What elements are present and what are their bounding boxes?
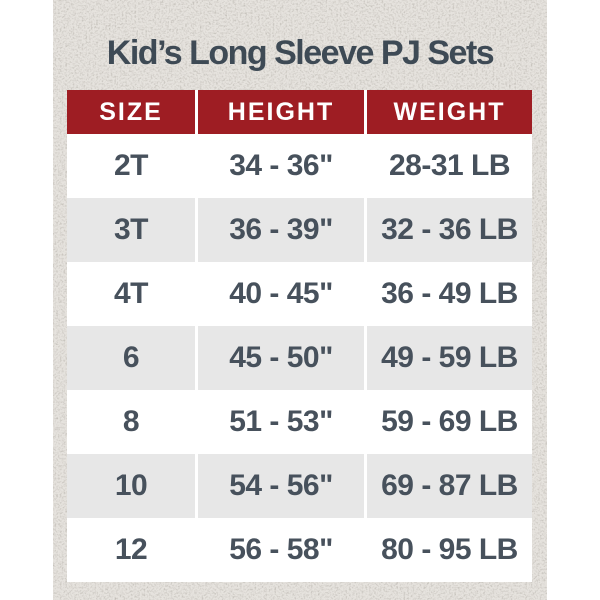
- column-header-size: SIZE: [99, 97, 163, 126]
- table-row-4t: 4T 40 - 45" 36 - 49 LB: [67, 262, 532, 326]
- paper-background: Kid’s Long Sleeve PJ Sets SIZE HEIGHT WE…: [53, 0, 547, 600]
- cell-height: 54 - 56": [195, 454, 364, 518]
- cell-size: 4T: [113, 277, 149, 310]
- cell-weight: 59 - 69 LB: [364, 390, 532, 454]
- cell-weight: 32 - 36 LB: [364, 198, 532, 262]
- table-row-6: 6 45 - 50" 49 - 59 LB: [67, 326, 532, 390]
- cell-size: 3T: [113, 213, 149, 246]
- cell-height: 36 - 39": [195, 198, 364, 262]
- table-row-12: 12 56 - 58" 80 - 95 LB: [67, 518, 532, 582]
- cell-height: 51 - 53": [195, 390, 364, 454]
- cell-height: 34 - 36": [195, 134, 364, 198]
- table-row-8: 8 51 - 53" 59 - 69 LB: [67, 390, 532, 454]
- cell-size: 10: [114, 469, 148, 502]
- cell-weight: 49 - 59 LB: [364, 326, 532, 390]
- size-chart-table: SIZE HEIGHT WEIGHT 2T 34 - 36" 28-31 LB …: [67, 90, 532, 582]
- cell-height: 56 - 58": [195, 518, 364, 582]
- cell-height: 40 - 45": [195, 262, 364, 326]
- table-header-row: SIZE HEIGHT WEIGHT: [67, 90, 532, 134]
- column-header-height: HEIGHT: [195, 90, 364, 134]
- table-row-10: 10 54 - 56" 69 - 87 LB: [67, 454, 532, 518]
- table-row-2t: 2T 34 - 36" 28-31 LB: [67, 134, 532, 198]
- page-title: Kid’s Long Sleeve PJ Sets: [106, 34, 495, 72]
- cell-size: 6: [122, 341, 140, 374]
- cell-height: 45 - 50": [195, 326, 364, 390]
- cell-size: 2T: [113, 149, 149, 182]
- cell-size: 12: [114, 533, 148, 566]
- cell-weight: 28-31 LB: [364, 134, 532, 198]
- table-row-3t: 3T 36 - 39" 32 - 36 LB: [67, 198, 532, 262]
- cell-weight: 36 - 49 LB: [364, 262, 532, 326]
- cell-size: 8: [122, 405, 140, 438]
- cell-weight: 69 - 87 LB: [364, 454, 532, 518]
- cell-weight: 80 - 95 LB: [364, 518, 532, 582]
- column-header-weight: WEIGHT: [364, 90, 532, 134]
